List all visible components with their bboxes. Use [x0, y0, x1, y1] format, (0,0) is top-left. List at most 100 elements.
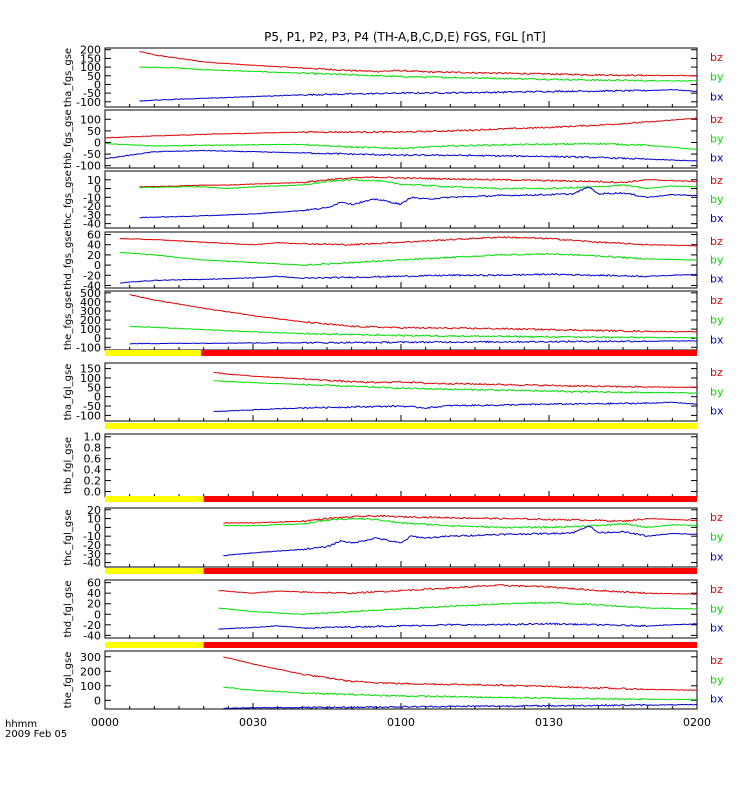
y-tick-label: 60: [87, 577, 101, 590]
x-tick-label: 0000: [91, 716, 119, 729]
y-axis-label: the_fgl_gse: [63, 652, 74, 709]
y-tick-label: 200: [80, 314, 101, 327]
legend-bz: bz: [710, 51, 723, 64]
mode-bar-segment: [105, 423, 697, 429]
legend-bx: bx: [710, 90, 724, 103]
legend-bx: bx: [710, 272, 724, 285]
series-line-bz: [139, 50, 697, 77]
y-tick-label: 10: [87, 174, 101, 187]
y-tick-label: -40: [83, 629, 101, 642]
series-line-bx: [129, 339, 697, 345]
y-axis-label: thb_fgl_gse: [63, 437, 74, 494]
x-tick-label: 0200: [683, 716, 711, 729]
legend-bz: bz: [710, 235, 723, 248]
legend-bx: bx: [710, 550, 724, 563]
x-tick-label: 0030: [239, 716, 267, 729]
mode-bar-segment: [203, 642, 697, 648]
legend-bx: bx: [710, 152, 724, 165]
mode-bar-segment: [105, 568, 204, 574]
y-tick-label: 0: [94, 332, 101, 345]
panel-frame: [104, 170, 698, 229]
y-tick-label: 500: [80, 287, 101, 300]
legend-by: by: [710, 71, 724, 84]
y-tick-label: 0.4: [84, 464, 102, 477]
y-axis-label: tha_fgs_gse: [63, 48, 74, 107]
y-tick-label: 0: [94, 136, 101, 149]
y-tick-label: 0: [94, 259, 101, 272]
y-tick-label: 200: [80, 44, 101, 57]
legend-by: by: [710, 673, 724, 686]
legend-bz: bz: [710, 294, 723, 307]
y-tick-label: 50: [87, 70, 101, 83]
y-tick-label: 300: [80, 305, 101, 318]
mode-bar-segment: [203, 496, 697, 502]
y-tick-label: -20: [83, 200, 101, 213]
y-tick-label: 10: [87, 513, 101, 526]
legend-by: by: [710, 132, 724, 145]
y-axis-label: thc_fgs_gse: [63, 170, 74, 229]
legend-bx: bx: [710, 693, 724, 706]
x-tick-label: 0130: [535, 716, 563, 729]
series-line-bz: [105, 117, 697, 139]
y-tick-label: 0: [94, 78, 101, 91]
y-tick-label: -20: [83, 539, 101, 552]
legend-bx: bx: [710, 212, 724, 225]
y-tick-label: 0: [94, 521, 101, 534]
y-tick-label: 150: [80, 52, 101, 65]
y-axis-label: the_fgs_gse: [63, 291, 74, 350]
y-tick-label: 0: [94, 608, 101, 621]
series-line-by: [218, 601, 697, 616]
y-tick-label: -100: [76, 160, 101, 173]
legend-by: by: [710, 193, 724, 206]
series-line-by: [223, 686, 697, 701]
chart-title: P5, P1, P2, P3, P4 (TH-A,B,C,D,E) FGS, F…: [264, 30, 546, 44]
y-tick-label: -50: [83, 400, 101, 413]
y-tick-label: 0: [94, 391, 101, 404]
series-line-bx: [223, 525, 697, 557]
legend-bz: bz: [710, 113, 723, 126]
legend-bx: bx: [710, 333, 724, 346]
panel-frame: [104, 109, 698, 169]
series-line-bx: [105, 149, 697, 162]
y-axis-label: thc_fgl_gse: [63, 509, 74, 565]
mode-bar-segment: [203, 568, 697, 574]
legend-bz: bz: [710, 366, 723, 379]
x-axis-label-hhmm: hhmm: [5, 719, 37, 730]
x-axis-label-date: 2009 Feb 05: [5, 729, 67, 740]
y-axis-label: tha_fgl_gse: [63, 364, 74, 421]
y-tick-label: -30: [83, 209, 101, 222]
panel-frame: [104, 507, 698, 568]
series-line-bz: [119, 236, 697, 247]
legend-bz: bz: [710, 174, 723, 187]
y-tick-label: -40: [83, 557, 101, 570]
legend-by: by: [710, 602, 724, 615]
y-tick-label: 300: [80, 651, 101, 664]
y-axis-label: thb_fgs_gse: [63, 109, 74, 168]
y-tick-label: -40: [83, 218, 101, 231]
y-tick-label: -20: [83, 619, 101, 632]
series-line-by: [129, 325, 697, 339]
y-tick-label: 20: [87, 504, 101, 517]
series-line-bz: [223, 656, 697, 691]
y-tick-label: 60: [87, 229, 101, 242]
y-tick-label: 20: [87, 598, 101, 611]
y-tick-label: -10: [83, 530, 101, 543]
panel-frame: [104, 650, 698, 710]
legend-bz: bz: [710, 654, 723, 667]
y-tick-label: 100: [80, 113, 101, 126]
mode-bar-segment: [201, 350, 697, 356]
series-line-by: [139, 178, 697, 190]
y-tick-label: -100: [76, 409, 101, 422]
legend-bz: bz: [710, 511, 723, 524]
legend-bz: bz: [710, 583, 723, 596]
series-line-by: [105, 142, 697, 151]
y-tick-label: 50: [87, 381, 101, 394]
y-tick-label: -50: [83, 148, 101, 161]
